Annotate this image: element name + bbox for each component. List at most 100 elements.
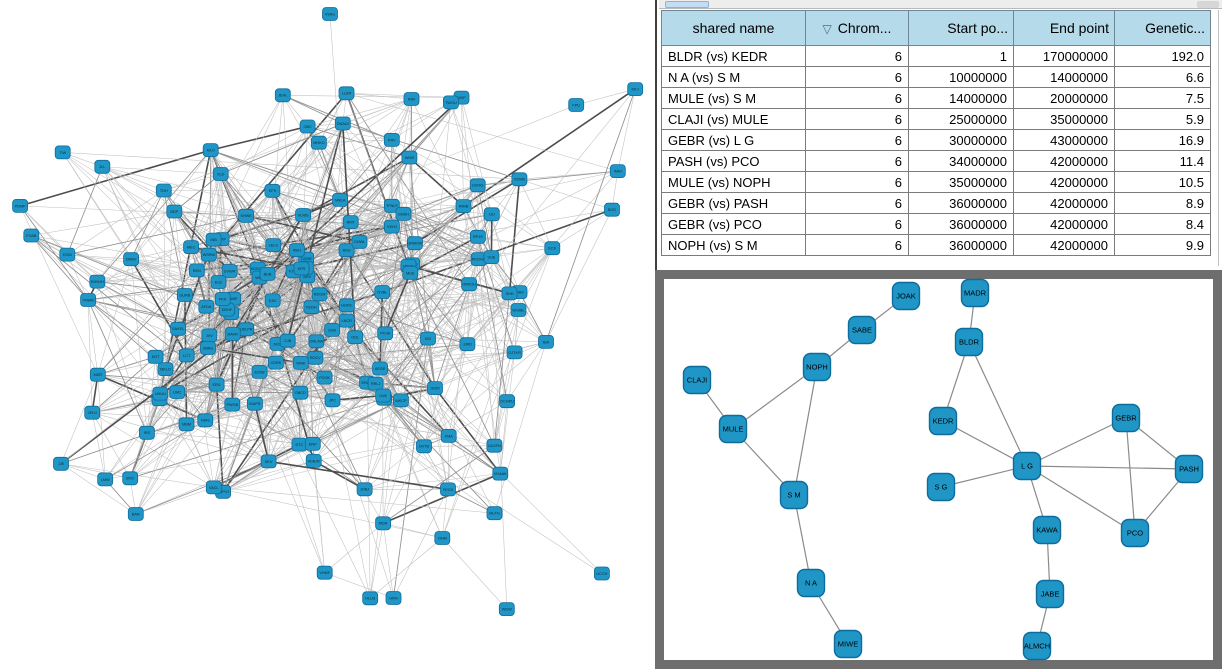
big-network-node[interactable]: MDR	[375, 516, 392, 531]
big-network-edge[interactable]	[545, 209, 613, 343]
big-network-edge[interactable]	[545, 88, 636, 343]
big-network-edge[interactable]	[342, 123, 520, 180]
big-network-edge[interactable]	[617, 89, 636, 172]
big-network-node[interactable]: KDT	[147, 349, 164, 364]
big-network-edge[interactable]	[448, 248, 553, 436]
big-network-edge[interactable]	[385, 236, 479, 334]
big-network-edge[interactable]	[307, 98, 412, 127]
big-network-edge[interactable]	[346, 320, 381, 369]
big-network-edge[interactable]	[427, 309, 519, 339]
big-network-edge[interactable]	[409, 272, 495, 446]
big-network-node[interactable]: ELE	[210, 275, 227, 289]
big-network-edge[interactable]	[67, 254, 89, 301]
big-network-edge[interactable]	[307, 126, 492, 258]
big-network-edge[interactable]	[97, 356, 156, 376]
big-network-node[interactable]: DNBV	[123, 252, 140, 267]
big-network-edge[interactable]	[273, 205, 393, 246]
big-network-node[interactable]: DKV	[260, 454, 277, 469]
table-cell[interactable]: 10.5	[1114, 171, 1211, 193]
big-network-edge[interactable]	[384, 258, 479, 334]
big-network-edge[interactable]	[159, 399, 215, 488]
big-network-edge[interactable]	[92, 412, 269, 462]
big-network-node[interactable]: MDR	[89, 367, 106, 382]
big-network-edge[interactable]	[354, 337, 443, 539]
big-network-node[interactable]: VDBJR	[305, 453, 322, 468]
big-network-edge[interactable]	[477, 185, 479, 260]
table-cell[interactable]: 20000000	[1013, 87, 1115, 109]
big-network-edge[interactable]	[97, 374, 161, 394]
big-network-edge[interactable]	[359, 98, 412, 242]
big-network-node[interactable]: WMS	[401, 150, 418, 165]
big-network-node[interactable]: WDW	[498, 602, 515, 616]
subnetwork-node[interactable]: PASH	[1174, 454, 1204, 484]
big-network-edge[interactable]	[135, 352, 515, 515]
big-network-edge[interactable]	[160, 298, 223, 394]
big-network-edge[interactable]	[146, 432, 313, 445]
big-network-edge[interactable]	[491, 256, 547, 343]
big-network-edge[interactable]	[165, 312, 232, 370]
big-network-edge[interactable]	[428, 338, 546, 343]
big-network-edge[interactable]	[254, 377, 325, 404]
table-cell[interactable]: 42000000	[1013, 171, 1115, 193]
big-network-node[interactable]: FEGS	[440, 482, 456, 497]
big-network-edge[interactable]	[87, 299, 187, 425]
big-network-edge[interactable]	[301, 268, 508, 402]
big-network-edge[interactable]	[259, 245, 274, 372]
big-network-edge[interactable]	[232, 273, 268, 405]
big-network-node[interactable]: RDGM	[311, 287, 328, 302]
big-network-edge[interactable]	[318, 142, 341, 201]
big-network-edge[interactable]	[62, 152, 179, 329]
big-network-edge[interactable]	[423, 445, 495, 447]
big-network-edge[interactable]	[208, 92, 348, 256]
big-network-node[interactable]: JEHJ	[84, 405, 101, 420]
big-network-edge[interactable]	[391, 139, 411, 273]
big-network-edge[interactable]	[105, 424, 187, 480]
big-network-edge[interactable]	[319, 294, 386, 334]
big-network-node[interactable]: BOD	[604, 202, 620, 217]
big-network-node[interactable]: CDRK	[267, 355, 284, 370]
big-network-edge[interactable]	[305, 256, 492, 269]
big-network-node[interactable]: SHH	[501, 286, 518, 301]
big-network-node[interactable]: VHMF	[316, 565, 333, 580]
big-network-edge[interactable]	[272, 190, 351, 223]
big-network-edge[interactable]	[97, 254, 209, 282]
big-network-edge[interactable]	[494, 341, 547, 514]
big-network-edge[interactable]	[177, 391, 269, 462]
big-network-edge[interactable]	[221, 238, 347, 321]
big-network-edge[interactable]	[332, 400, 495, 514]
table-cell[interactable]: MULE (vs) S M	[661, 87, 806, 109]
big-network-edge[interactable]	[519, 247, 553, 293]
big-network-edge[interactable]	[448, 400, 508, 437]
big-network-edge[interactable]	[102, 166, 219, 283]
big-network-node[interactable]: GRKOU	[461, 277, 478, 292]
big-network-node[interactable]: VSAU	[322, 7, 338, 21]
big-network-edge[interactable]	[346, 98, 412, 306]
table-cell[interactable]: 6	[805, 171, 909, 193]
big-network-edge[interactable]	[163, 98, 412, 191]
big-network-node[interactable]: VUE	[483, 250, 500, 265]
big-network-edge[interactable]	[332, 258, 479, 331]
big-network-edge[interactable]	[447, 435, 449, 490]
big-network-edge[interactable]	[339, 139, 393, 201]
column-header-start-point[interactable]: Start po...	[908, 10, 1014, 46]
table-cell[interactable]: 192.0	[1114, 45, 1211, 67]
big-network-node[interactable]: BUB	[259, 266, 276, 281]
big-network-edge[interactable]	[324, 572, 394, 599]
big-network-edge[interactable]	[478, 258, 519, 311]
big-network-edge[interactable]	[384, 272, 412, 334]
big-network-edge[interactable]	[477, 185, 553, 249]
big-network-edge[interactable]	[478, 259, 495, 446]
big-network-edge[interactable]	[307, 126, 410, 158]
big-network-edge[interactable]	[60, 374, 99, 464]
big-network-edge[interactable]	[222, 221, 352, 300]
big-network-node[interactable]: LNCR	[338, 313, 355, 328]
table-cell[interactable]: 11.4	[1114, 150, 1211, 172]
big-network-edge[interactable]	[384, 333, 425, 447]
big-network-edge[interactable]	[364, 400, 402, 490]
subnetwork-edge[interactable]	[793, 494, 812, 584]
big-network-edge[interactable]	[97, 374, 106, 480]
table-cell[interactable]: 43000000	[1013, 129, 1115, 151]
big-network-edge[interactable]	[213, 403, 256, 488]
big-network-edge[interactable]	[382, 291, 468, 345]
column-header-shared-name[interactable]: shared name	[661, 10, 806, 46]
